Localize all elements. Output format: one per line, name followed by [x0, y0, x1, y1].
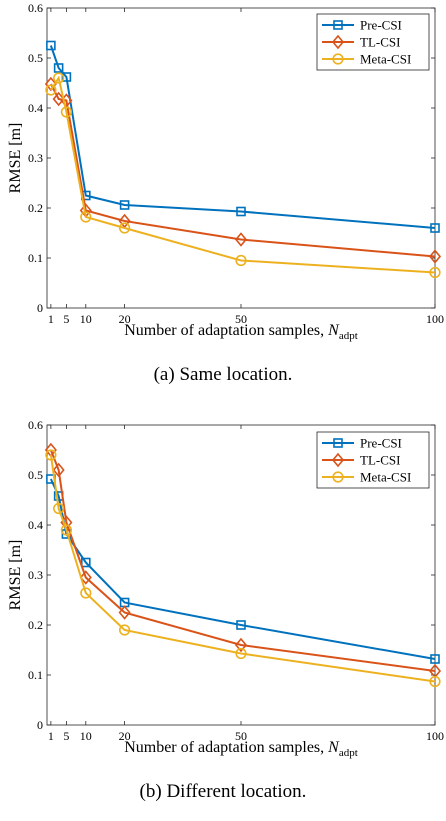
legend-marker — [331, 452, 345, 468]
data-point — [430, 223, 440, 233]
y-tick-label: 0.5 — [28, 468, 43, 482]
y-tick-label: 0.6 — [28, 418, 43, 432]
x-tick-label: 5 — [63, 729, 69, 743]
data-point — [119, 200, 130, 210]
series-line — [49, 83, 436, 258]
legend-marker — [333, 438, 343, 448]
legend-marker — [333, 20, 343, 30]
x-tick-label: 100 — [426, 312, 444, 326]
data-point — [61, 72, 72, 82]
x-axis-label-subscript: adpt — [339, 330, 358, 342]
y-tick-label: 0.6 — [28, 1, 43, 15]
x-axis-label-text: Number of adaptation samples, — [124, 739, 328, 756]
data-point — [46, 40, 56, 51]
x-tick-label: 5 — [63, 312, 69, 326]
legend-marker — [331, 34, 345, 50]
series-line — [50, 75, 436, 274]
figure-caption: (b) Different location. — [140, 781, 307, 802]
data-point — [53, 502, 65, 515]
data-point — [118, 605, 131, 620]
y-tick-label: 0.4 — [28, 101, 43, 115]
x-axis-label-subscript: adpt — [339, 747, 358, 759]
data-point — [428, 249, 442, 264]
x-axis-label-variable: N — [327, 322, 340, 339]
data-point — [81, 557, 91, 568]
data-point — [235, 254, 247, 267]
y-tick-label: 0 — [37, 718, 43, 732]
x-tick-label: 1 — [48, 312, 54, 326]
data-point — [234, 637, 248, 653]
series-tl-csi — [44, 442, 442, 679]
legend-label: Pre-CSI — [360, 18, 402, 33]
data-point — [45, 449, 57, 461]
series-meta-csi — [45, 72, 441, 279]
data-point — [118, 222, 131, 234]
data-point — [52, 462, 65, 478]
y-tick-label: 0.2 — [28, 618, 43, 632]
legend: Pre-CSI TL-CSI Meta-CSI — [316, 13, 430, 71]
series-meta-csi — [45, 449, 441, 688]
series-pre-csi — [46, 40, 440, 233]
y-axis-label: RMSE [m] — [7, 123, 24, 194]
data-point — [118, 624, 131, 636]
data-point — [235, 647, 247, 660]
legend-marker — [332, 471, 344, 483]
data-point — [236, 206, 246, 217]
x-tick-label: 50 — [235, 312, 247, 326]
x-tick-label: 50 — [235, 729, 247, 743]
y-tick-label: 0.4 — [28, 518, 43, 532]
y-tick-label: 0 — [37, 301, 43, 315]
data-point — [429, 675, 441, 688]
series-pre-csi — [46, 474, 440, 664]
y-tick-label: 0.2 — [28, 201, 43, 215]
data-point — [430, 654, 440, 664]
series-line — [49, 449, 436, 672]
legend-label: Meta-CSI — [360, 470, 411, 485]
data-point — [234, 232, 248, 247]
data-point — [429, 266, 441, 279]
legend-marker — [332, 53, 344, 65]
x-tick-label: 1 — [48, 729, 54, 743]
legend-label: TL-CSI — [360, 453, 400, 468]
series-line — [49, 454, 436, 683]
data-point — [79, 570, 92, 585]
x-tick-label: 20 — [119, 729, 131, 743]
legend-label: Pre-CSI — [360, 436, 402, 451]
legend-label: Meta-CSI — [360, 52, 411, 67]
data-point — [60, 524, 73, 536]
x-tick-label: 100 — [426, 729, 444, 743]
x-axis-label: Number of adaptation samples, Nadpt — [124, 739, 358, 759]
chart-same-location: 0 0.1 0.2 0.3 0.4 0.5 0.6 1 5 10 20 50 100 RMSE [m] Nu… — [7, 1, 444, 385]
series-line — [49, 45, 436, 229]
x-tick-label: 20 — [119, 312, 131, 326]
data-point — [45, 84, 57, 96]
chart-different-location: 0 0.1 0.2 0.3 0.4 0.5 0.6 1 5 10 20 50 100 RMSE [m] Nu… — [7, 418, 444, 802]
data-point — [53, 63, 64, 73]
y-tick-label: 0.1 — [28, 668, 43, 682]
y-tick-label: 0.3 — [28, 151, 43, 165]
y-tick-label: 0.1 — [28, 251, 43, 265]
data-point — [80, 587, 92, 599]
y-axis-label: RMSE [m] — [7, 540, 24, 611]
x-tick-label: 10 — [80, 729, 92, 743]
data-point — [236, 620, 246, 630]
x-tick-label: 10 — [80, 312, 92, 326]
y-tick-label: 0.3 — [28, 568, 43, 582]
legend: Pre-CSI TL-CSI Meta-CSI — [316, 431, 430, 489]
data-point — [80, 211, 92, 223]
x-axis-label: Number of adaptation samples, Nadpt — [124, 322, 358, 342]
legend-label: TL-CSI — [360, 35, 400, 50]
x-axis-label-variable: N — [327, 739, 340, 756]
series-tl-csi — [44, 76, 442, 264]
figure-caption: (a) Same location. — [154, 364, 293, 385]
data-point — [53, 72, 65, 84]
x-axis-label-text: Number of adaptation samples, — [124, 322, 328, 339]
y-tick-label: 0.5 — [28, 51, 43, 65]
data-point — [60, 106, 73, 118]
series-line — [49, 478, 436, 660]
